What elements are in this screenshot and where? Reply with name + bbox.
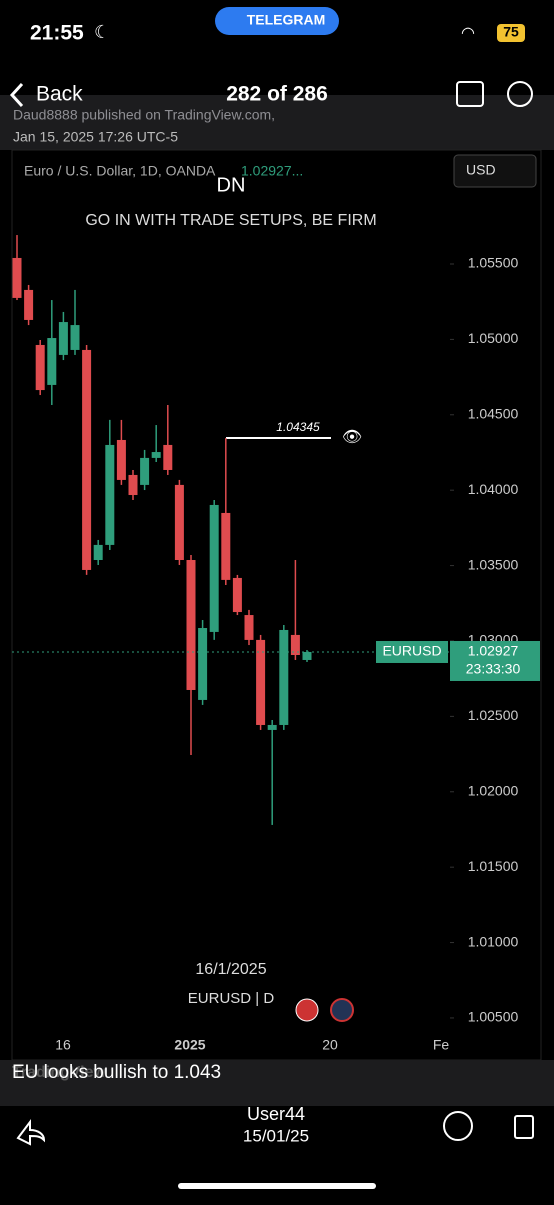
back-button[interactable]: Back [36, 83, 83, 106]
battery-level: 75 [503, 24, 519, 40]
flag-icon [295, 998, 319, 1022]
symbol-text: Euro / U.S. Dollar, 1D, OANDA [24, 163, 216, 179]
overlay-subheading: GO IN WITH TRADE SETUPS, BE FIRM [85, 212, 376, 229]
header-price: 1.02927... [241, 163, 303, 179]
chart-frame [11, 149, 542, 1061]
footer-user: User44 [247, 1104, 305, 1124]
delete-icon[interactable] [514, 1115, 534, 1139]
footer-date: 15/01/25 [243, 1126, 309, 1145]
candle-body [151, 452, 161, 458]
y-tick-label: 1.01500 [468, 858, 519, 874]
annotation-label: 1.04345 [276, 420, 320, 434]
caption: EU looks bullish to 1.043 [12, 1062, 221, 1083]
nav-title: 282 of 286 [226, 83, 328, 106]
telegram-pill[interactable] [215, 7, 339, 35]
candle-body [163, 444, 173, 470]
y-tick-label: 1.00500 [468, 1009, 519, 1025]
x-tick-label: 20 [322, 1037, 338, 1053]
y-tick-label: 1.01000 [468, 933, 519, 949]
flag-icon [330, 998, 354, 1022]
home-indicator [178, 1183, 376, 1189]
y-tick-label: 1.02500 [468, 707, 519, 723]
overlay-date: 16/1/2025 [195, 961, 266, 978]
candle-body [256, 639, 266, 725]
y-tick-label: 1.03500 [468, 556, 519, 572]
attribution-line: Daud8888 published on TradingView.com, [13, 107, 275, 123]
markup-icon[interactable] [443, 1111, 473, 1141]
currency: USD [466, 162, 496, 178]
candle-body [174, 484, 184, 561]
candle-body [47, 338, 57, 385]
y-tick-label: 1.04500 [468, 405, 519, 421]
candle-body [209, 504, 219, 632]
candle-body [70, 325, 80, 350]
y-tick-label: 1.02000 [468, 782, 519, 798]
candle-body [12, 257, 22, 298]
candle-body [58, 322, 68, 355]
caption-bar [0, 1060, 554, 1106]
price-tag-symbol: EURUSD [382, 643, 441, 659]
more-icon[interactable] [507, 81, 533, 107]
price-tag [450, 640, 540, 681]
x-tick-label: Fe [433, 1037, 450, 1053]
candle-body [105, 444, 115, 545]
candle-body [82, 349, 92, 570]
share-icon[interactable] [16, 1119, 46, 1146]
scan-icon[interactable] [456, 81, 484, 107]
back-icon[interactable] [9, 82, 24, 108]
attribution-line: Jan 15, 2025 17:26 UTC-5 [13, 129, 178, 145]
price-tag-countdown: 23:33:30 [466, 661, 521, 677]
candle-body [232, 577, 242, 613]
y-tick-label: 1.04000 [468, 481, 519, 497]
candle-body [221, 512, 231, 580]
candle-body [35, 344, 45, 391]
candle-body [140, 457, 150, 485]
overlay-heading: DN [217, 174, 246, 196]
candle-body [267, 724, 277, 730]
candle-body [93, 544, 103, 561]
x-tick-label: 16 [55, 1037, 71, 1053]
candle-body [198, 628, 208, 700]
candle-body [279, 629, 289, 725]
candle-body [290, 634, 300, 656]
price-tag [376, 640, 448, 663]
wifi-icon: ◠ [461, 25, 475, 42]
moon-icon: ☾ [94, 22, 110, 42]
telegram-label: TELEGRAM [247, 12, 326, 28]
candle-body [24, 289, 34, 320]
overlay-ticker: EURUSD | D [188, 990, 275, 1007]
candle-body [244, 615, 254, 640]
x-tick-label: 2025 [174, 1037, 205, 1053]
candle-body [116, 439, 126, 480]
battery [497, 24, 525, 42]
price-tag-price: 1.02927 [468, 643, 519, 659]
candle-body [302, 651, 312, 660]
attribution-bar [0, 95, 554, 150]
clock: 21:55 [30, 22, 84, 45]
currency-box[interactable] [453, 154, 537, 188]
y-tick-label: 1.05000 [468, 330, 519, 346]
candle-body [186, 560, 196, 690]
eye-icon: 👁 [342, 429, 362, 446]
candle-body [128, 474, 138, 496]
watermark: TradingView [12, 1064, 107, 1081]
y-tick-label: 1.05500 [468, 255, 519, 271]
